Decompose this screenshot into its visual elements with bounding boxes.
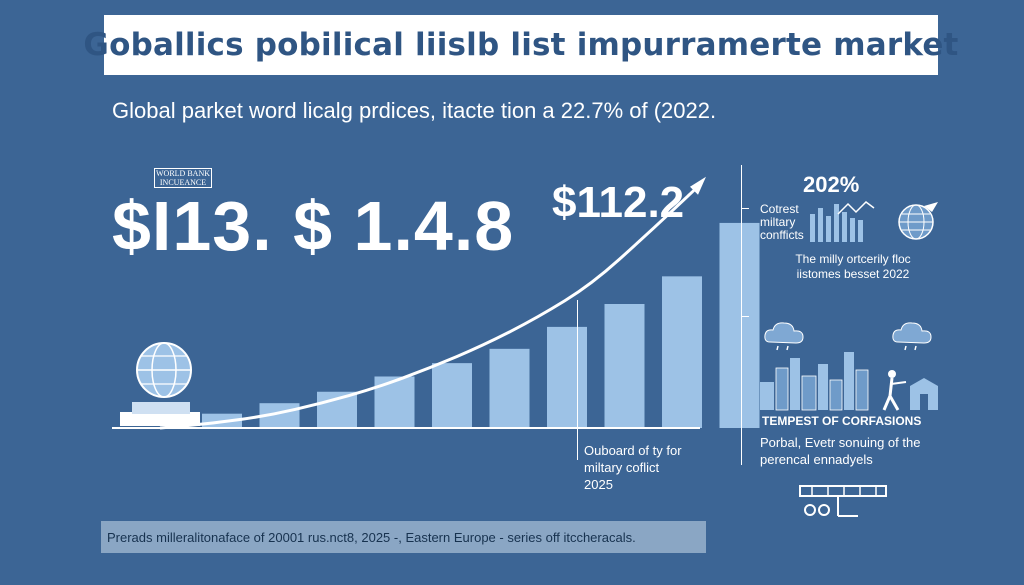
right-heading: TEMPEST OF CORFASIONS: [762, 414, 922, 428]
bar-8: [604, 304, 645, 428]
divider-tick-top: [741, 208, 749, 209]
footer-bar: Prerads milleralitonaface of 20001 rus.n…: [101, 521, 706, 553]
right-caption-line-2: iistomes besset 2022: [796, 267, 910, 281]
badge-line-2: INCUEANCE: [159, 178, 207, 187]
right-small-label-3: confficts: [760, 228, 804, 242]
right-caption: The milly ortcerily floc iistomes besset…: [758, 252, 948, 282]
city-skyline-icon: [760, 352, 938, 411]
chart-note: Ouboard of ty for miltary coflict 2025: [584, 442, 704, 493]
cloud-icon-right: [892, 322, 932, 351]
pedestal-top: [132, 402, 190, 414]
right-body: Porbal, Evetr sonuing of the perencal en…: [760, 434, 960, 468]
bar-4: [374, 376, 415, 428]
chart-note-line-2: miltary coflict: [584, 460, 660, 475]
bar-10: [719, 222, 760, 428]
trend-line: [159, 183, 702, 430]
peak-value-label: $112.2: [552, 178, 685, 227]
title-banner: Goballics pobilical liislb list impurram…: [83, 15, 958, 75]
right-small-label-2: miltary: [760, 215, 796, 229]
right-body-line-1: Porbal, Evetr sonuing of the: [760, 435, 921, 450]
big-values: $I13. $ 1.4.8: [112, 187, 515, 265]
bar-7: [547, 326, 587, 428]
pedestal-base: [120, 412, 200, 426]
bar-9: [662, 276, 702, 428]
bar-6: [489, 348, 530, 428]
chart-divider: [577, 300, 578, 460]
trailer-icon: [799, 485, 887, 517]
right-year: 202%: [803, 172, 860, 197]
chart-note-line-3: 2025: [584, 477, 613, 492]
divider-tick-bottom: [741, 316, 749, 317]
globe-plane-icon: [898, 202, 938, 240]
page-title: Goballics pobilical liislb list impurram…: [83, 27, 959, 63]
right-small-label-1: Cotrest: [760, 202, 799, 216]
bar-5: [432, 363, 472, 428]
chart-note-line-1: Ouboard of ty for: [584, 443, 682, 458]
right-small-label: Cotrest miltary confficts: [760, 203, 820, 242]
mini-bar-chart-icon: [810, 201, 875, 242]
right-panel-divider: [741, 165, 742, 465]
bar-3: [317, 391, 357, 428]
world-bank-badge: WORLD BANK INCUEANCE: [154, 168, 212, 188]
trend-arrowhead: [690, 176, 706, 195]
footer-text: Prerads milleralitonaface of 20001 rus.n…: [107, 529, 636, 545]
right-body-line-2: perencal ennadyels: [760, 452, 873, 467]
cloud-icon-left: [764, 322, 804, 351]
right-caption-line-1: The milly ortcerily floc: [795, 252, 911, 266]
subtitle: Global parket word licalg prdices, itact…: [112, 98, 717, 123]
badge-line-1: WORLD BANK: [156, 169, 210, 178]
